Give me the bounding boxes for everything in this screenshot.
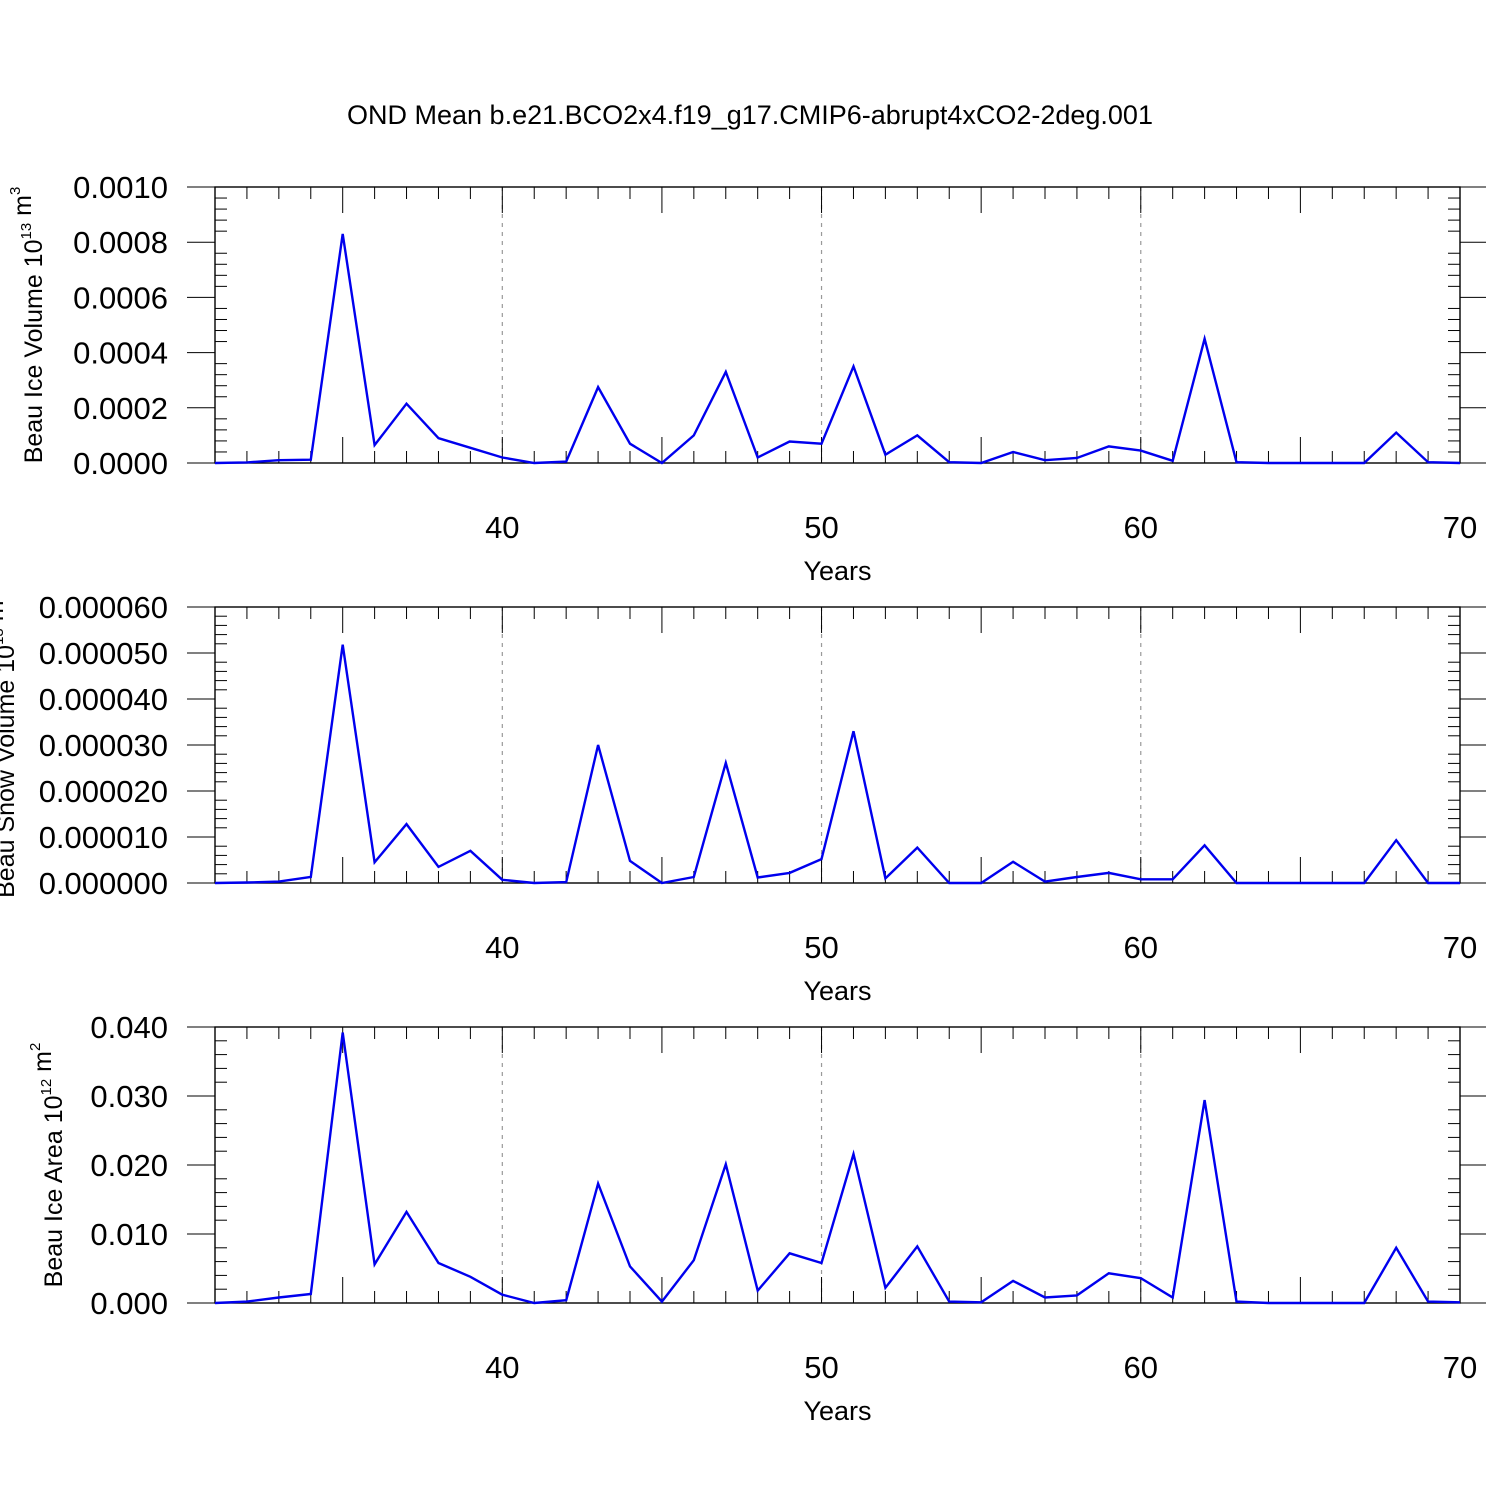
y-tick-label: 0.030	[90, 1079, 168, 1114]
y-tick-label: 0.040	[90, 1010, 168, 1045]
figure-title: OND Mean b.e21.BCO2x4.f19_g17.CMIP6-abru…	[347, 100, 1153, 130]
x-tick-label: 40	[485, 1350, 519, 1385]
panel-ice-volume: 0.0000 0.0002 0.0004 0.0006 0.0008 0.0010 40 50…	[7, 170, 1486, 586]
x-axis-label: Years	[803, 976, 871, 1006]
y-axis-label: Beau Ice Area 1012 m2	[27, 1043, 68, 1288]
plot-frame	[214, 606, 1461, 884]
y-tick-label: 0.0000	[73, 446, 168, 481]
y-tick-label: 0.000000	[39, 866, 168, 901]
y-tick-label: 0.000020	[39, 774, 168, 809]
series-line	[214, 1032, 1461, 1305]
x-tick-label: 50	[804, 930, 838, 965]
plot-frame	[214, 186, 1461, 464]
series-line	[214, 233, 1461, 465]
x-axis-label: Years	[803, 556, 871, 586]
y-tick-label: 0.010	[90, 1217, 168, 1252]
y-tick-label: 0.0010	[73, 170, 168, 205]
x-axis-label: Years	[803, 1396, 871, 1426]
panel-snow-volume: 0.000000 0.000010 0.000020 0.000030 0.000040…	[0, 590, 1486, 1006]
panel-ice-area: 0.000 0.010 0.020 0.030 0.040 40 50 60 70 Years Be…	[27, 1010, 1486, 1426]
plot-frame	[214, 1026, 1461, 1304]
series-line	[214, 644, 1460, 885]
y-tick-label: 0.0002	[73, 391, 168, 426]
x-tick-label: 60	[1124, 1350, 1158, 1385]
x-tick-label: 70	[1443, 510, 1477, 545]
y-tick-label: 0.000050	[39, 636, 168, 671]
y-tick-label: 0.000060	[39, 590, 168, 625]
y-tick-label: 0.000	[90, 1286, 168, 1321]
y-tick-label: 0.0004	[73, 336, 168, 371]
x-tick-label: 40	[485, 510, 519, 545]
y-tick-label: 0.000010	[39, 820, 168, 855]
x-tick-label: 70	[1443, 930, 1477, 965]
x-tick-label: 60	[1124, 510, 1158, 545]
y-tick-label: 0.000040	[39, 682, 168, 717]
x-tick-label: 60	[1124, 930, 1158, 965]
x-tick-label: 40	[485, 930, 519, 965]
x-tick-label: 50	[804, 510, 838, 545]
y-axis-label: Beau Snow Volume 1013 m3	[0, 592, 20, 898]
y-axis-label: Beau Ice Volume 1013 m3	[7, 187, 48, 464]
y-tick-label: 0.0006	[73, 280, 168, 315]
y-tick-label: 0.0008	[73, 225, 168, 260]
y-tick-label: 0.020	[90, 1148, 168, 1183]
y-tick-label: 0.000030	[39, 728, 168, 763]
x-tick-label: 70	[1443, 1350, 1477, 1385]
x-tick-label: 50	[804, 1350, 838, 1385]
